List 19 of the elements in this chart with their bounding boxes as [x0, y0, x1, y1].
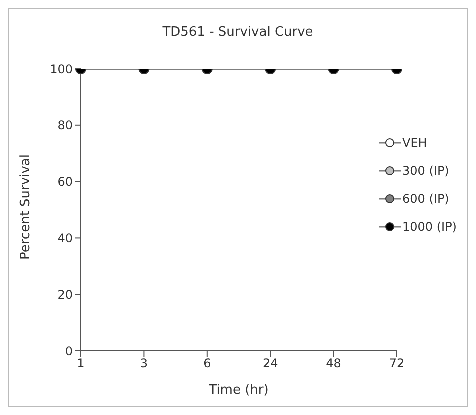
chart-title: TD561 - Survival Curve [162, 25, 314, 40]
legend-label: 1000 (IP) [402, 220, 457, 234]
y-tick-label: 60 [58, 175, 73, 190]
x-axis-title: Time (hr) [208, 383, 269, 398]
y-tick-label: 100 [50, 62, 73, 76]
x-tick-label: 3 [140, 356, 148, 371]
y-tick-label: 20 [58, 288, 73, 302]
x-tick-label: 24 [262, 356, 278, 371]
y-tick-label: 0 [65, 344, 73, 358]
x-tick-label: 6 [204, 356, 212, 371]
legend-label: 300 (IP) [402, 164, 450, 178]
x-tick-label: 72 [389, 356, 405, 371]
x-tick-label: 48 [326, 356, 342, 371]
y-tick-label: 80 [58, 118, 73, 133]
x-tick-label: 1 [77, 356, 85, 371]
legend-label: VEH [402, 136, 428, 150]
y-tick-label: 40 [58, 231, 73, 246]
y-axis-title: Percent Survival [18, 154, 34, 260]
legend-label: 600 (IP) [402, 192, 450, 206]
